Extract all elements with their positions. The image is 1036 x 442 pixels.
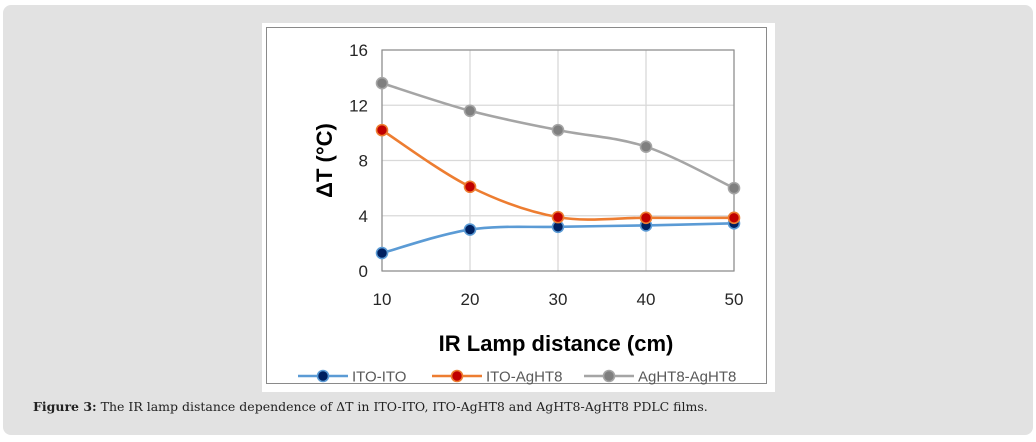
data-point-ito-aght8	[551, 210, 565, 224]
x-tick-label: 20	[461, 290, 480, 309]
data-point-aght8-aght8	[551, 123, 565, 137]
x-axis-title: IR Lamp distance (cm)	[439, 331, 674, 356]
figure-image: 0 4 8 12 16 10 20 30 40 50 ΔT (°C) IR Lamp dista…	[262, 23, 775, 392]
y-tick-label: 8	[359, 152, 368, 171]
data-point-ito-aght8	[727, 211, 741, 225]
legend-label: AgHT8-AgHT8	[638, 369, 736, 386]
x-tick-label: 30	[549, 290, 568, 309]
legend-label: ITO-AgHT8	[486, 369, 562, 386]
data-point-ito-aght8	[463, 180, 477, 194]
y-tick-label: 0	[359, 262, 368, 281]
plot-border	[381, 49, 735, 272]
y-tick-label: 12	[349, 96, 368, 115]
data-point-aght8-aght8	[727, 181, 741, 195]
chart-frame	[266, 27, 767, 384]
y-tick-label: 4	[359, 207, 368, 226]
legend-label: ITO-ITO	[352, 369, 406, 386]
caption-text: The IR lamp distance dependence of ΔT in…	[96, 399, 708, 414]
data-point-ito-ito	[463, 223, 477, 236]
data-point-aght8-aght8	[375, 76, 389, 90]
data-point-ito-ito	[375, 246, 389, 260]
x-tick-labels: 10 20 30 40 50	[373, 290, 744, 309]
data-point-aght8-aght8	[463, 104, 477, 118]
caption-label: Figure 3:	[33, 399, 97, 414]
x-tick-label: 10	[373, 290, 392, 309]
line-chart: 0 4 8 12 16 10 20 30 40 50 ΔT (°C) IR Lamp dista…	[298, 41, 744, 386]
legend-marker-ito-aght8	[450, 369, 464, 383]
x-tick-label: 40	[637, 290, 656, 309]
figure-caption: Figure 3: The IR lamp distance dependenc…	[33, 399, 708, 414]
legend: ITO-ITO ITO-AgHT8 AgHT8-AgHT8	[298, 369, 736, 386]
data-point-ito-aght8	[375, 123, 389, 137]
data-point-aght8-aght8	[639, 140, 653, 153]
x-tick-label: 50	[725, 290, 744, 309]
y-tick-label: 16	[349, 41, 368, 60]
series-markers	[375, 76, 741, 260]
legend-marker-aght8-aght8	[602, 369, 616, 383]
legend-marker-ito-ito	[316, 369, 330, 383]
y-axis-title: ΔT (°C)	[312, 123, 337, 198]
y-tick-labels: 0 4 8 12 16	[349, 41, 368, 281]
data-point-ito-aght8	[639, 211, 653, 225]
